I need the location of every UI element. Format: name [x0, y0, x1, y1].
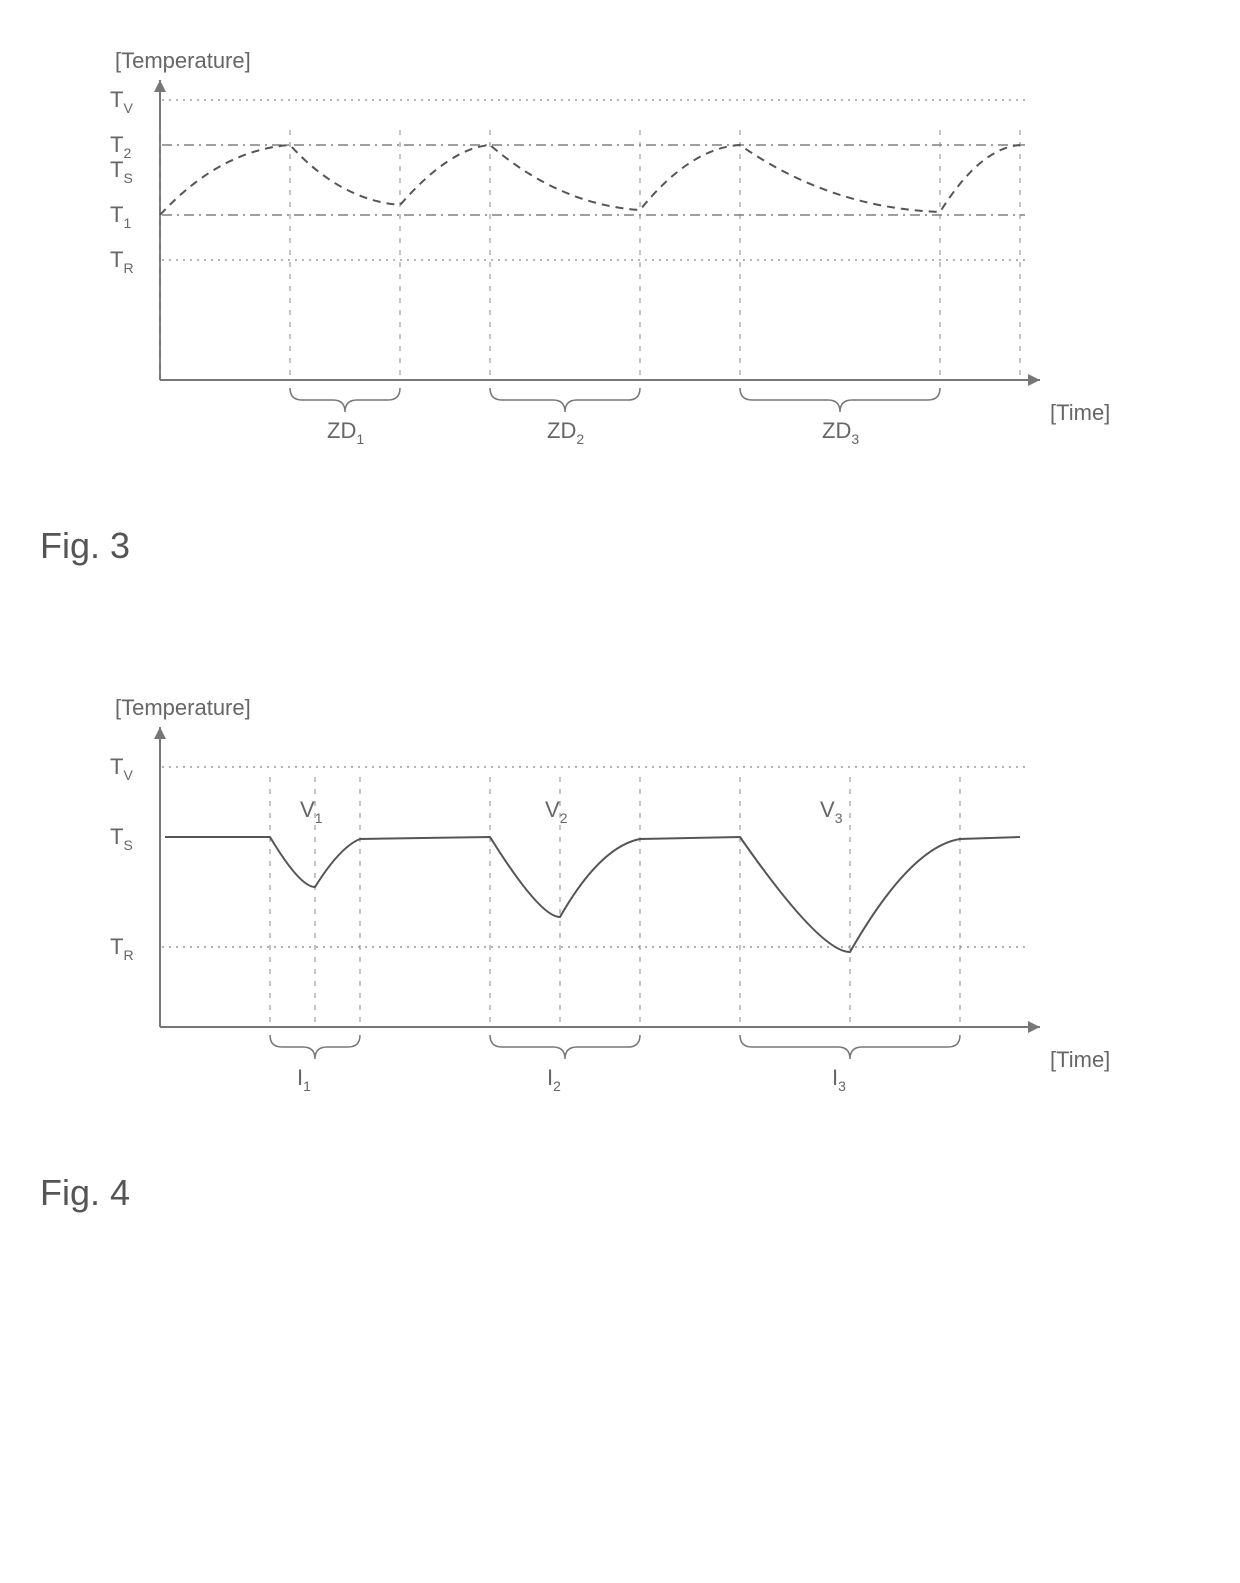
svg-text:TR: TR: [110, 247, 134, 276]
fig4-axes: [154, 727, 1040, 1033]
fig3-ylabel: [Temperature]: [115, 48, 251, 73]
fig4-chart: [Temperature] TV TS TR V1 V2 V3 I1 I2 I3 [Time…: [40, 687, 1140, 1157]
svg-text:I1: I1: [297, 1065, 311, 1094]
svg-text:V1: V1: [300, 797, 323, 826]
fig3-reflines: [162, 100, 1025, 260]
figure-4: [Temperature] TV TS TR V1 V2 V3 I1 I2 I3 [Time…: [40, 687, 1200, 1214]
svg-text:ZD3: ZD3: [822, 418, 859, 447]
fig4-reflines: [162, 767, 1025, 947]
fig3-braces: ZD1 ZD2 ZD3: [290, 388, 940, 447]
svg-text:TS: TS: [110, 157, 133, 186]
fig4-caption: Fig. 4: [40, 1172, 1200, 1214]
fig4-vlines: [270, 777, 960, 1027]
svg-text:TS: TS: [110, 824, 133, 853]
svg-text:TV: TV: [110, 754, 133, 783]
fig3-curve: [160, 145, 1020, 215]
svg-text:TR: TR: [110, 934, 134, 963]
fig4-ylabel: [Temperature]: [115, 695, 251, 720]
fig3-xlabel: [Time]: [1050, 400, 1110, 425]
fig4-curve: [165, 837, 1020, 952]
fig4-braces: I1 I2 I3: [270, 1035, 960, 1094]
fig3-vlines: [160, 130, 1020, 380]
svg-text:ZD1: ZD1: [327, 418, 364, 447]
fig4-vlabels: V1 V2 V3: [300, 797, 843, 826]
fig4-yticks: TV TS TR: [110, 754, 134, 963]
svg-text:I2: I2: [547, 1065, 561, 1094]
fig3-axes: [154, 80, 1040, 386]
figure-3: [Temperature] TVT2TST1TR ZD1ZD2ZD3 [Time…: [40, 40, 1200, 567]
fig3-chart: [Temperature] TVT2TST1TR ZD1ZD2ZD3 [Time…: [40, 40, 1140, 510]
svg-text:V2: V2: [545, 797, 568, 826]
fig4-xlabel: [Time]: [1050, 1047, 1110, 1072]
svg-text:TV: TV: [110, 87, 133, 116]
fig3-caption: Fig. 3: [40, 525, 1200, 567]
svg-text:V3: V3: [820, 797, 843, 826]
fig3-yticks: TVT2TST1TR: [110, 87, 134, 276]
svg-text:ZD2: ZD2: [547, 418, 584, 447]
svg-text:T1: T1: [110, 202, 131, 231]
svg-text:I3: I3: [832, 1065, 846, 1094]
